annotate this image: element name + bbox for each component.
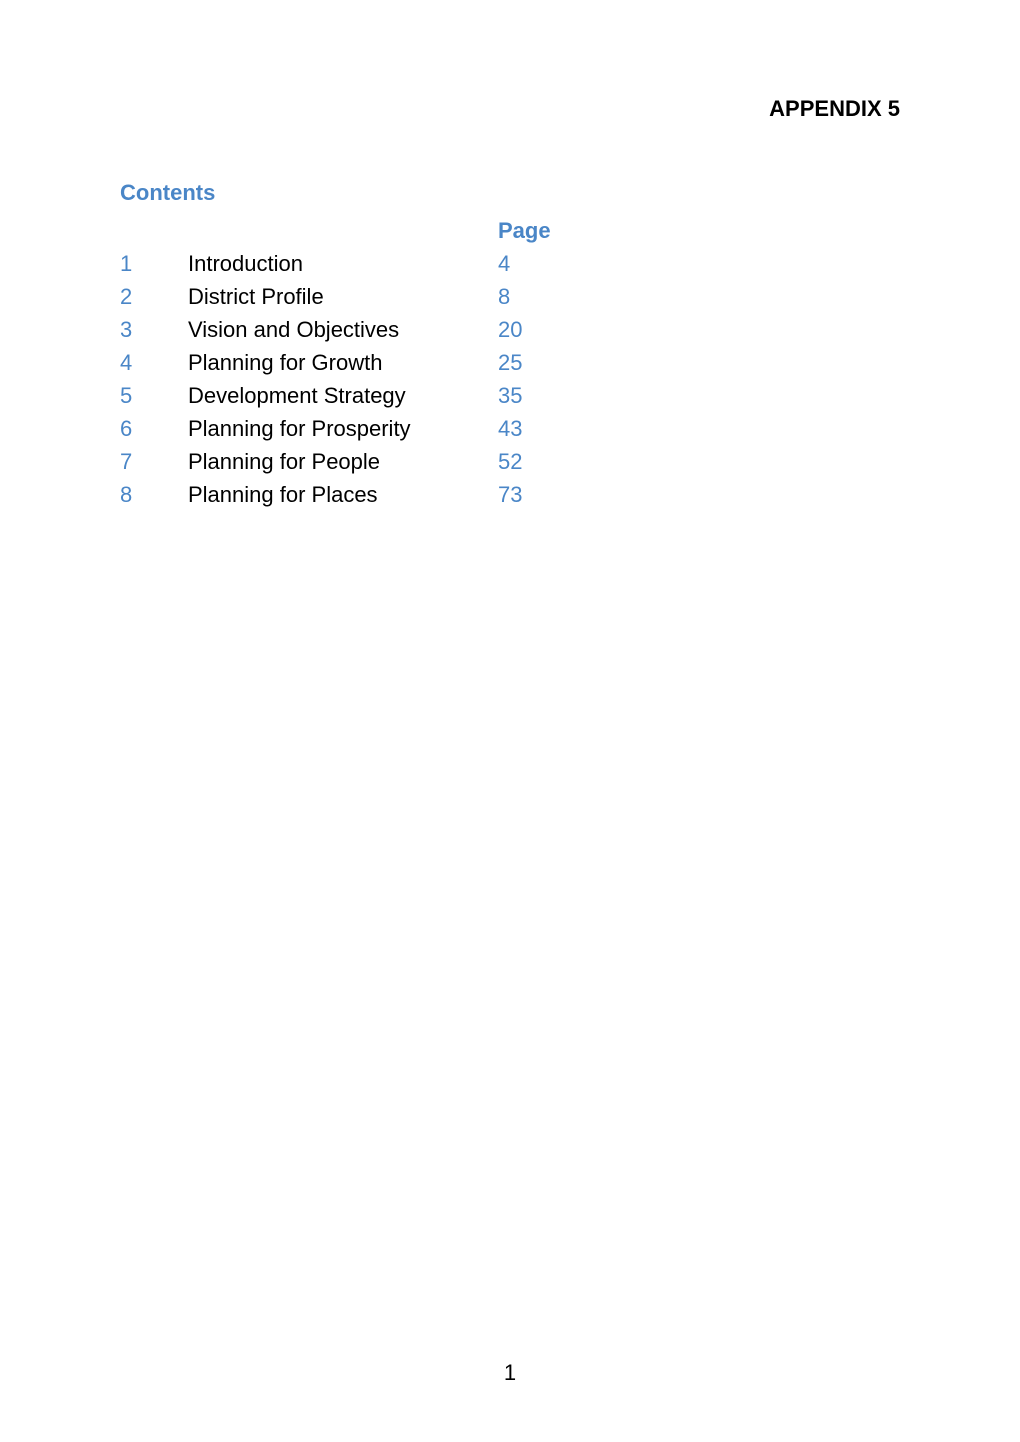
contents-row-title: Planning for Prosperity	[188, 412, 498, 445]
contents-row-page: 43	[498, 412, 558, 445]
contents-row: 7 Planning for People 52	[120, 445, 558, 478]
contents-row-title: District Profile	[188, 280, 498, 313]
contents-row-title: Introduction	[188, 247, 498, 280]
contents-row-num: 8	[120, 478, 188, 511]
contents-row-num: 2	[120, 280, 188, 313]
contents-header-page: Page	[498, 214, 558, 247]
contents-header-blank-num	[120, 214, 188, 247]
contents-row-title: Planning for Places	[188, 478, 498, 511]
contents-row-num: 3	[120, 313, 188, 346]
contents-row: 3 Vision and Objectives 20	[120, 313, 558, 346]
contents-row: 8 Planning for Places 73	[120, 478, 558, 511]
contents-header-blank-title	[188, 214, 498, 247]
page-number: 1	[0, 1360, 1020, 1386]
contents-row-num: 6	[120, 412, 188, 445]
contents-row-title: Development Strategy	[188, 379, 498, 412]
contents-row: 6 Planning for Prosperity 43	[120, 412, 558, 445]
contents-row: 1 Introduction 4	[120, 247, 558, 280]
contents-row: 5 Development Strategy 35	[120, 379, 558, 412]
contents-header-row: Page	[120, 214, 558, 247]
contents-heading: Contents	[120, 180, 900, 206]
contents-row-num: 4	[120, 346, 188, 379]
contents-row-num: 5	[120, 379, 188, 412]
contents-row: 2 District Profile 8	[120, 280, 558, 313]
document-page: APPENDIX 5 Contents Page 1 Introduction …	[0, 0, 1020, 1442]
contents-row-page: 4	[498, 247, 558, 280]
contents-row-page: 25	[498, 346, 558, 379]
contents-row-title: Planning for Growth	[188, 346, 498, 379]
contents-row-num: 7	[120, 445, 188, 478]
contents-row-page: 20	[498, 313, 558, 346]
contents-row-page: 73	[498, 478, 558, 511]
contents-row-title: Planning for People	[188, 445, 498, 478]
contents-row-title: Vision and Objectives	[188, 313, 498, 346]
contents-row: 4 Planning for Growth 25	[120, 346, 558, 379]
contents-table: Page 1 Introduction 4 2 District Profile…	[120, 214, 558, 511]
contents-row-page: 52	[498, 445, 558, 478]
contents-row-num: 1	[120, 247, 188, 280]
contents-row-page: 35	[498, 379, 558, 412]
appendix-label: APPENDIX 5	[120, 96, 900, 122]
contents-row-page: 8	[498, 280, 558, 313]
